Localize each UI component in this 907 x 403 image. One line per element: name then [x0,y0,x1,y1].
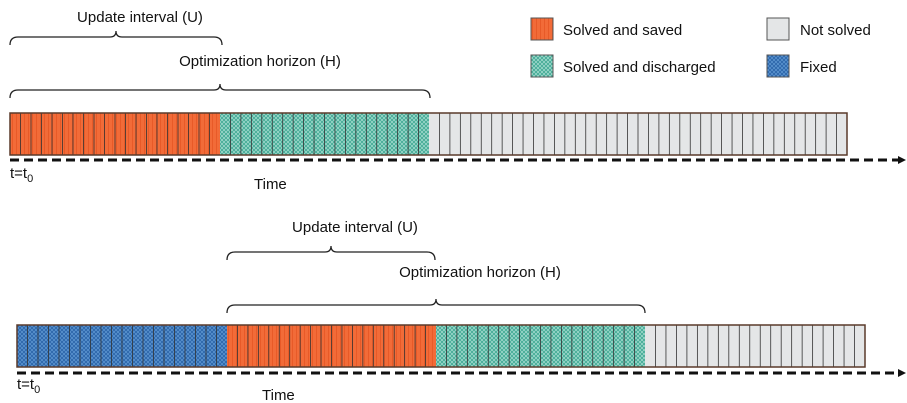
legend-label: Solved and saved [563,22,682,39]
segment [645,325,865,367]
start-label: t=t0 [10,165,33,185]
start-text: t=t [17,376,35,393]
start-subscript: 0 [27,173,33,185]
horizon-label: Optimization horizon (H) [179,53,341,70]
update-interval-label: Update interval (U) [77,9,203,26]
start-subscript: 0 [34,384,40,396]
timeline-bar [16,324,866,368]
timeline-bar [9,112,848,156]
legend-swatch [766,54,790,78]
legend-swatch [766,17,790,41]
brace [9,30,223,46]
start-text: t=t [10,165,28,182]
update-interval-label: Update interval (U) [292,219,418,236]
brace [9,83,431,99]
axis-label: Time [254,176,287,193]
arrow-head [898,156,906,164]
axis-label: Time [262,387,295,403]
brace [226,245,436,261]
legend-swatch [530,17,554,41]
legend-label: Solved and discharged [563,59,716,76]
arrow-head [898,369,906,377]
start-label: t=t0 [17,376,40,396]
legend-label: Not solved [800,22,871,39]
brace [226,298,646,314]
legend-label: Fixed [800,59,837,76]
horizon-label: Optimization horizon (H) [399,264,561,281]
legend-swatch [530,54,554,78]
